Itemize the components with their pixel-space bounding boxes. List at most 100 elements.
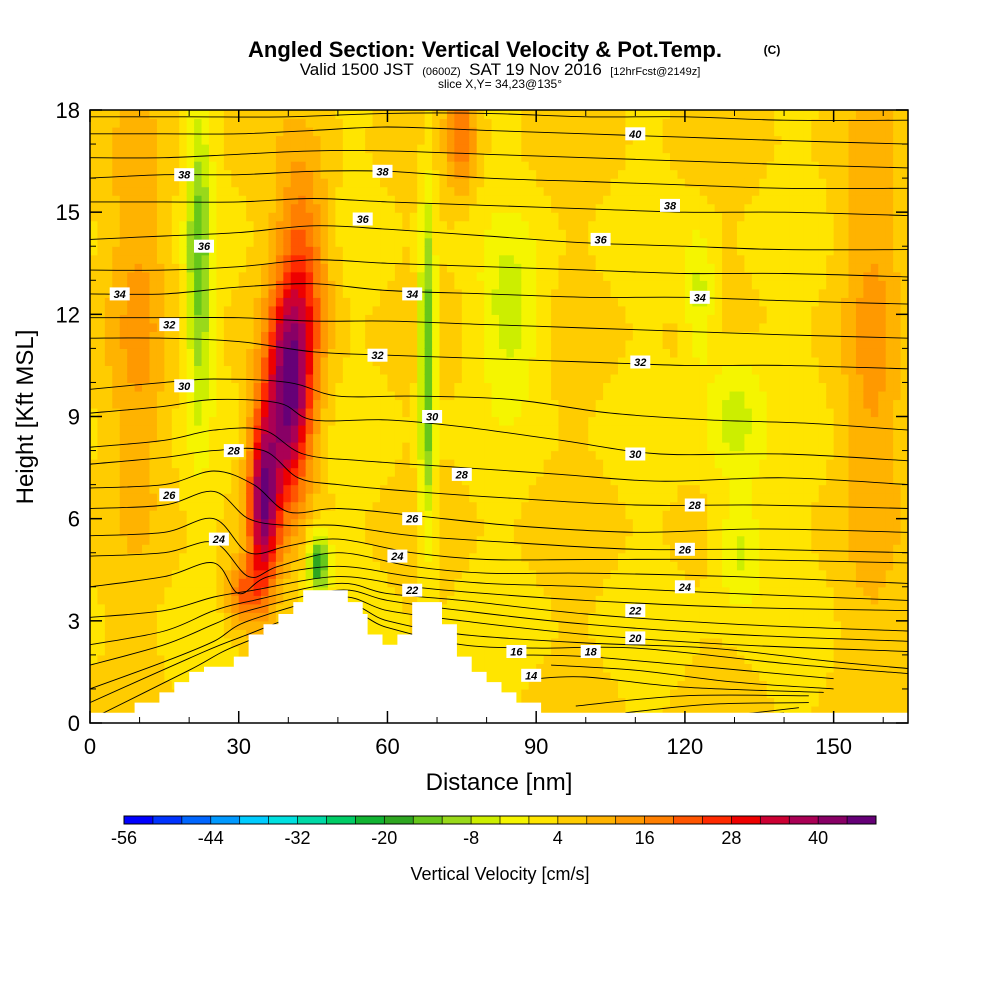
field-cell (409, 144, 418, 154)
field-cell (558, 288, 567, 298)
field-cell (588, 518, 597, 528)
field-cell (246, 246, 255, 256)
field-cell (305, 348, 314, 358)
field-cell (357, 271, 366, 281)
field-cell (134, 246, 143, 256)
field-cell (432, 186, 441, 196)
field-cell (565, 467, 574, 477)
field-cell (409, 365, 418, 375)
field-cell (543, 586, 552, 596)
field-cell (156, 586, 165, 596)
field-cell (90, 212, 99, 222)
field-cell (402, 348, 411, 358)
field-cell (551, 348, 560, 358)
field-cell (186, 373, 195, 384)
field-cell (298, 390, 307, 401)
field-cell (119, 186, 128, 196)
field-cell (290, 535, 299, 545)
field-cell (543, 442, 552, 452)
field-cell (335, 178, 344, 188)
field-cell (595, 144, 604, 154)
field-cell (290, 442, 299, 452)
field-cell (484, 407, 493, 418)
field-cell (387, 459, 396, 469)
field-cell (127, 688, 136, 699)
field-cell (551, 110, 560, 120)
field-cell (186, 305, 195, 315)
field-cell (484, 569, 493, 579)
field-cell (112, 663, 121, 673)
field-cell (461, 484, 470, 494)
field-cell (417, 254, 426, 264)
field-cell (164, 629, 173, 639)
field-cell (238, 212, 247, 222)
field-cell (536, 237, 545, 247)
field-cell (119, 569, 128, 579)
field-cell (261, 135, 270, 145)
field-cell (90, 493, 99, 503)
field-cell (142, 212, 151, 222)
field-cell (194, 603, 203, 613)
field-cell (171, 544, 180, 554)
field-cell (476, 127, 485, 137)
field-cell (283, 263, 292, 273)
field-cell (261, 195, 270, 205)
field-cell (424, 373, 433, 384)
field-cell (595, 220, 604, 230)
field-cell (446, 544, 455, 554)
field-cell (506, 493, 515, 503)
field-cell (342, 127, 351, 137)
field-cell (290, 152, 299, 162)
field-cell (246, 586, 255, 596)
field-cell (365, 118, 374, 128)
field-cell (268, 356, 277, 367)
field-cell (119, 365, 128, 375)
valid-time: Valid 1500 JST (300, 60, 414, 79)
field-cell (573, 527, 582, 537)
field-cell (513, 229, 522, 239)
field-cell (342, 271, 351, 281)
field-cell (595, 680, 604, 690)
field-cell (476, 203, 485, 213)
field-cell (298, 527, 307, 537)
field-cell (156, 646, 165, 656)
field-cell (246, 467, 255, 477)
field-cell (521, 680, 530, 690)
field-cell (543, 382, 552, 392)
field-cell (350, 518, 359, 528)
field-cell (223, 365, 232, 375)
field-cell (380, 493, 389, 503)
field-cell (335, 331, 344, 341)
field-cell (595, 433, 604, 443)
field-cell (528, 220, 537, 230)
field-cell (573, 373, 582, 384)
field-cell (506, 561, 515, 571)
field-cell (186, 535, 195, 545)
field-cell (223, 654, 232, 664)
field-cell (179, 144, 188, 154)
field-cell (454, 578, 463, 588)
field-cell (446, 169, 455, 179)
field-cell (119, 169, 128, 179)
field-cell (327, 152, 336, 162)
field-cell (164, 169, 173, 179)
field-cell (342, 297, 351, 307)
field-cell (275, 178, 284, 188)
field-cell (119, 620, 128, 630)
field-cell (201, 331, 210, 341)
field-cell (424, 161, 433, 171)
field-cell (342, 152, 351, 162)
field-cell (588, 637, 597, 647)
field-cell (156, 637, 165, 647)
field-cell (491, 322, 500, 332)
field-cell (528, 510, 537, 520)
field-cell (142, 612, 151, 622)
field-cell (142, 195, 151, 205)
field-cell (253, 127, 262, 137)
field-cell (194, 127, 203, 137)
field-cell (127, 186, 136, 196)
field-cell (238, 263, 247, 273)
field-cell (223, 586, 232, 596)
field-cell (573, 561, 582, 571)
field-cell (104, 246, 113, 256)
